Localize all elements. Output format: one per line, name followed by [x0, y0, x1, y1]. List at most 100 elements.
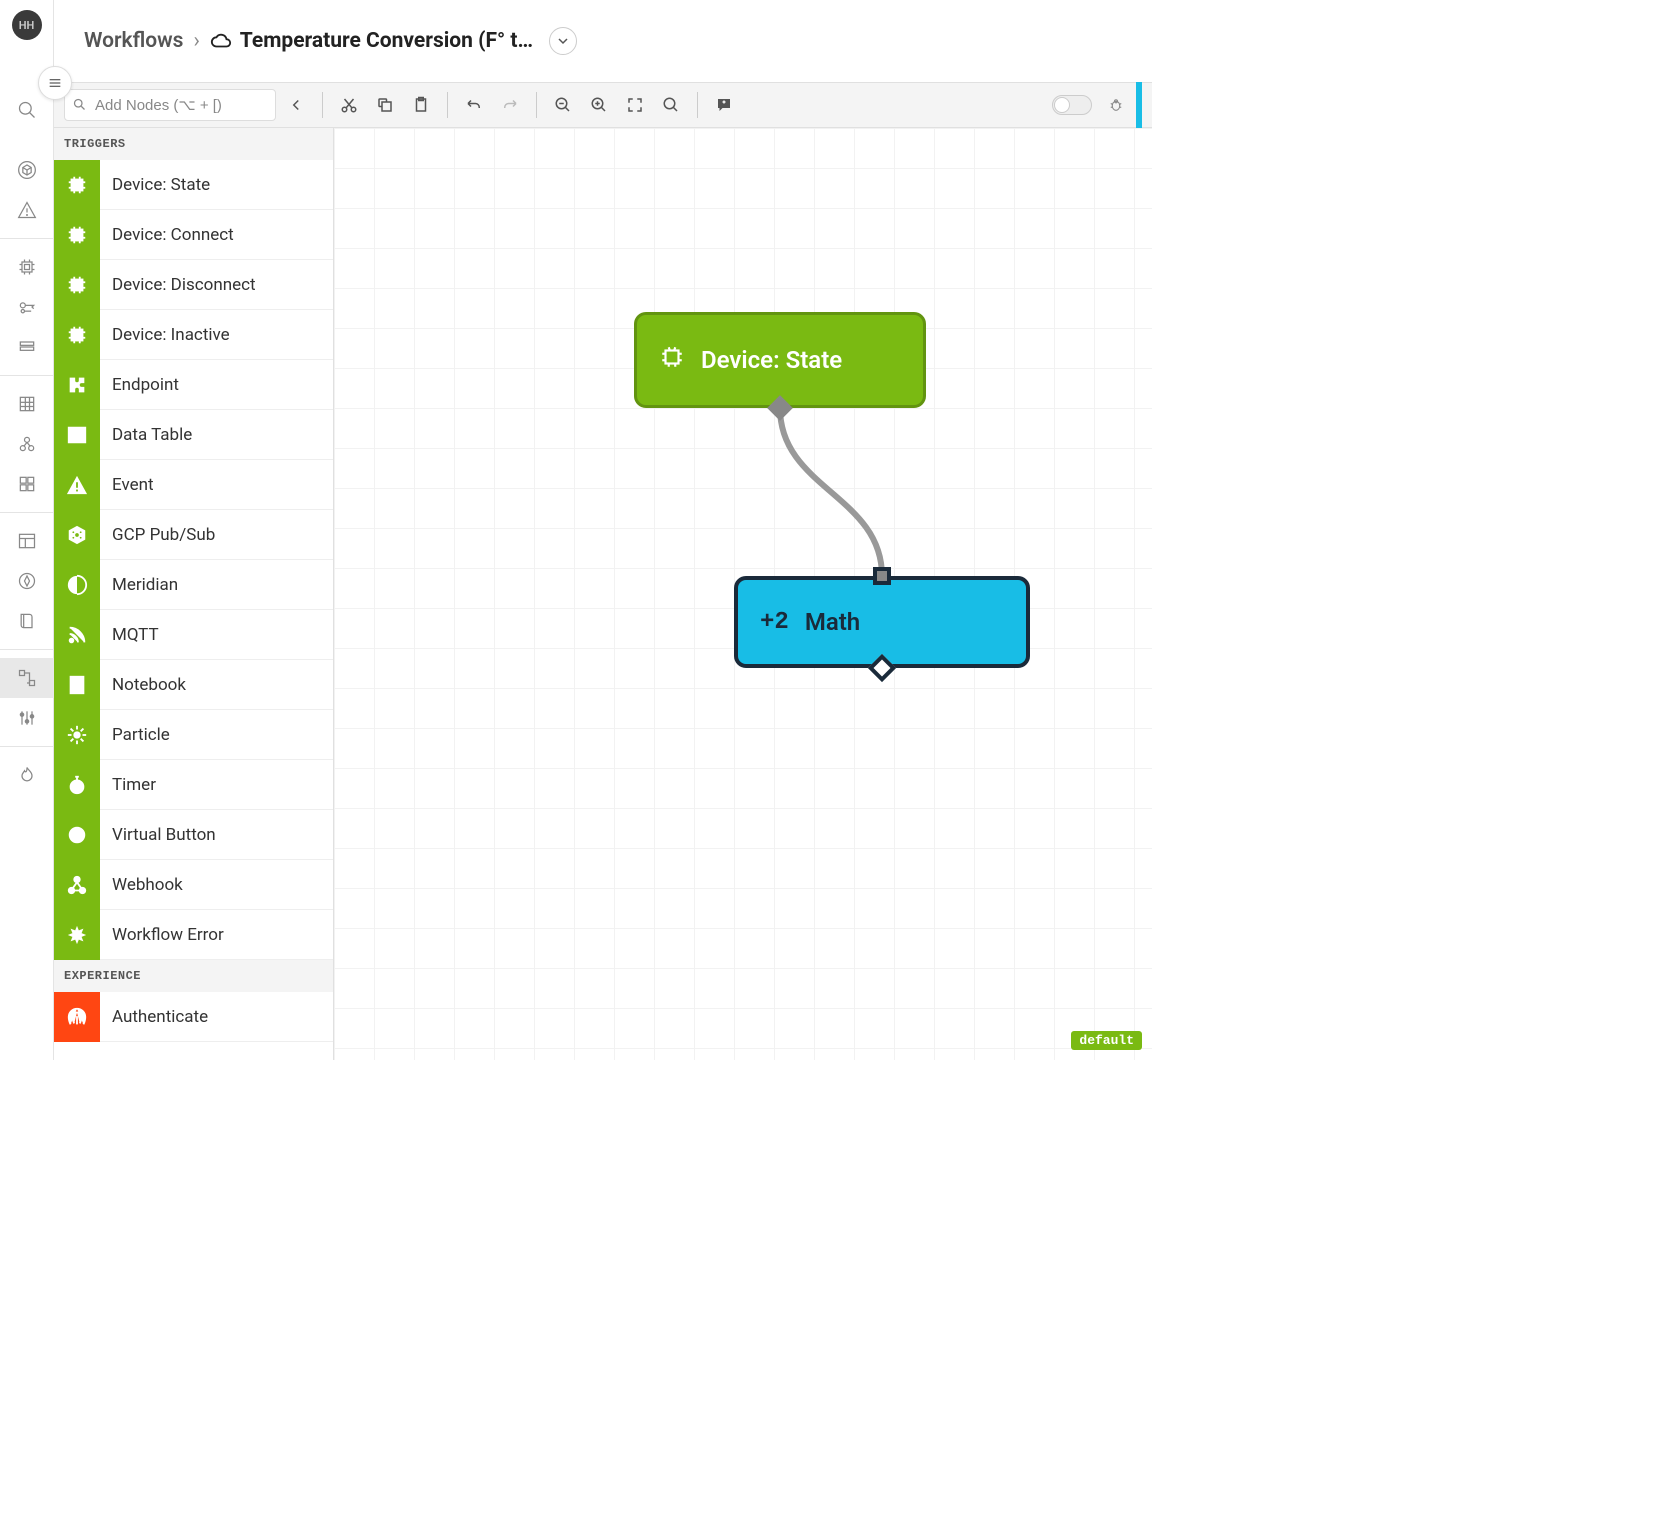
palette-item[interactable]: Device: Disconnect	[54, 260, 333, 310]
circle-split-icon	[54, 560, 100, 610]
palette-item-label: Device: Inactive	[100, 325, 230, 345]
flame-rail-icon[interactable]	[0, 755, 54, 795]
palette-item[interactable]: Device: Inactive	[54, 310, 333, 360]
palette-item[interactable]: Endpoint	[54, 360, 333, 410]
grid-rail-icon[interactable]	[0, 384, 54, 424]
math-input-port[interactable]	[873, 567, 891, 585]
left-rail: HH	[0, 0, 54, 1060]
avatar[interactable]: HH	[12, 10, 42, 40]
palette-item[interactable]: Notebook	[54, 660, 333, 710]
search-icon	[72, 97, 87, 112]
paste-button[interactable]	[405, 89, 437, 121]
table-icon	[54, 410, 100, 460]
puzzle-rail-icon[interactable]	[0, 464, 54, 504]
breadcrumb: Workflows › Temperature Conversion (F° t…	[84, 27, 577, 55]
palette-item-label: Meridian	[100, 575, 178, 595]
palette-item-label: MQTT	[100, 625, 159, 645]
palette-item[interactable]: Device: State	[54, 160, 333, 210]
breadcrumb-dropdown[interactable]	[549, 27, 577, 55]
node-label: Device: State	[701, 346, 842, 374]
breadcrumb-separator: ›	[193, 29, 199, 53]
add-nodes-input[interactable]	[64, 89, 276, 121]
alert-icon	[54, 460, 100, 510]
book-rail-icon[interactable]	[0, 601, 54, 641]
palette-item[interactable]: Timer	[54, 760, 333, 810]
palette-item-label: Event	[100, 475, 154, 495]
palette-item-label: Authenticate	[100, 1007, 208, 1027]
palette-item[interactable]: Data Table	[54, 410, 333, 460]
palette-item[interactable]: Webhook	[54, 860, 333, 910]
palette-item[interactable]: Meridian	[54, 560, 333, 610]
palette-item-label: Device: Connect	[100, 225, 234, 245]
palette-item-label: Device: State	[100, 175, 210, 195]
undo-button[interactable]	[458, 89, 490, 121]
copy-button[interactable]	[369, 89, 401, 121]
chip-icon	[659, 344, 685, 376]
bug-icon	[1100, 89, 1132, 121]
palette-item[interactable]: MQTT	[54, 610, 333, 660]
chip-rail-icon[interactable]	[0, 247, 54, 287]
redo-button[interactable]	[494, 89, 526, 121]
palette-item[interactable]: Event	[54, 460, 333, 510]
palette-item[interactable]: Particle	[54, 710, 333, 760]
comment-button[interactable]	[708, 89, 740, 121]
default-badge: default	[1071, 1031, 1142, 1050]
feed-icon	[54, 610, 100, 660]
triggers-header: TRIGGERS	[54, 128, 333, 160]
breadcrumb-root[interactable]: Workflows	[84, 29, 183, 53]
chip-icon	[54, 260, 100, 310]
cut-button[interactable]	[333, 89, 365, 121]
book-icon	[54, 660, 100, 710]
palette-item-label: Webhook	[100, 875, 183, 895]
webhook-icon	[54, 860, 100, 910]
palette-item[interactable]: Device: Connect	[54, 210, 333, 260]
warning-rail-icon[interactable]	[0, 190, 54, 230]
palette-item[interactable]: Authenticate	[54, 992, 333, 1042]
chip-icon	[54, 160, 100, 210]
toolbar	[54, 82, 1152, 128]
spark-icon	[54, 710, 100, 760]
palette-item-label: Notebook	[100, 675, 186, 695]
node-palette: TRIGGERS Device: State Device: Connect Dev…	[54, 128, 334, 1060]
palette-item[interactable]: GCP Pub/Sub	[54, 510, 333, 560]
palette-item-label: Timer	[100, 775, 156, 795]
layers-rail-icon[interactable]	[0, 327, 54, 367]
palette-item-label: Data Table	[100, 425, 192, 445]
zoom-in-button[interactable]	[583, 89, 615, 121]
sliders-rail-icon[interactable]	[0, 698, 54, 738]
workflow-canvas[interactable]: Device: State +2 Math default	[334, 128, 1152, 1060]
target-icon	[54, 810, 100, 860]
zoom-out-button[interactable]	[547, 89, 579, 121]
compass-rail-icon[interactable]	[0, 561, 54, 601]
palette-item-label: Endpoint	[100, 375, 179, 395]
experience-header: EXPERIENCE	[54, 960, 333, 992]
puzzle-icon	[54, 360, 100, 410]
back-button[interactable]	[280, 89, 312, 121]
palette-item[interactable]: Workflow Error	[54, 910, 333, 960]
fingerprint-icon	[54, 992, 100, 1042]
fullscreen-button[interactable]	[619, 89, 651, 121]
palette-item-label: Particle	[100, 725, 170, 745]
dashboard-rail-icon[interactable]	[0, 521, 54, 561]
canvas-node-device-state[interactable]: Device: State	[634, 312, 926, 408]
stopwatch-icon	[54, 760, 100, 810]
palette-item[interactable]: Virtual Button	[54, 810, 333, 860]
node-prefix: +2	[760, 609, 789, 636]
palette-item-label: Device: Disconnect	[100, 275, 256, 295]
webhook-rail-icon[interactable]	[0, 424, 54, 464]
hex-icon	[54, 510, 100, 560]
cloud-icon	[210, 30, 232, 52]
palette-item-label: Workflow Error	[100, 925, 224, 945]
palette-item-label: GCP Pub/Sub	[100, 525, 215, 545]
chip-icon	[54, 210, 100, 260]
node-label: Math	[805, 608, 860, 636]
keys-rail-icon[interactable]	[0, 287, 54, 327]
palette-item-label: Virtual Button	[100, 825, 216, 845]
zoom-fit-button[interactable]	[655, 89, 687, 121]
hamburger-menu-button[interactable]	[38, 66, 72, 100]
workflow-rail-icon[interactable]	[0, 658, 54, 698]
cube-icon[interactable]	[0, 150, 54, 190]
right-edge-accent	[1136, 82, 1142, 128]
chip-icon	[54, 310, 100, 360]
debug-toggle[interactable]	[1052, 95, 1092, 115]
